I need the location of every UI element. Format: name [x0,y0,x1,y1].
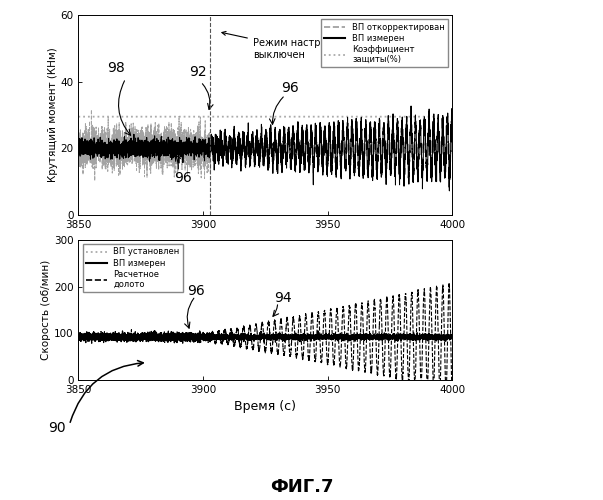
Text: 92: 92 [189,64,207,78]
Y-axis label: Скорость (об/мин): Скорость (об/мин) [41,260,51,360]
Legend: ВП откорректирован, ВП измерен, Коэффициент
защиты(%): ВП откорректирован, ВП измерен, Коэффици… [321,19,448,68]
Text: 98: 98 [107,62,125,76]
Text: 90: 90 [48,420,66,434]
Y-axis label: Крутящий момент (КНм): Крутящий момент (КНм) [48,48,58,182]
X-axis label: Время (с): Время (с) [235,400,296,413]
Text: ФИГ.7: ФИГ.7 [270,478,333,496]
Text: 96: 96 [174,172,192,185]
Text: Режим настройки
выключен: Режим настройки выключен [222,32,345,60]
Text: 94: 94 [274,292,292,306]
Text: 96: 96 [282,82,299,96]
Text: 96: 96 [187,284,204,298]
Legend: ВП установлен, ВП измерен, Расчетное
долото: ВП установлен, ВП измерен, Расчетное дол… [83,244,183,292]
